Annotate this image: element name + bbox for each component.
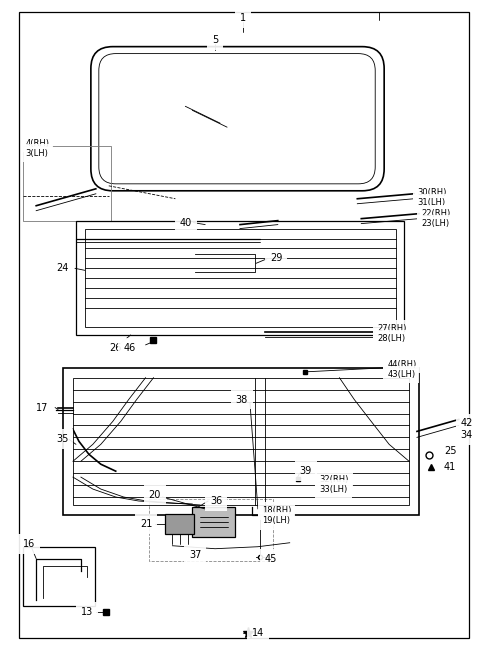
Text: 45: 45: [265, 554, 277, 564]
Text: 18(RH): 18(RH): [262, 506, 291, 516]
Text: 27(RH): 27(RH): [377, 325, 407, 333]
Text: 38: 38: [236, 394, 248, 405]
Bar: [23, 146, 111, 220]
Bar: [73, 378, 409, 505]
Text: 42: 42: [461, 419, 473, 428]
Bar: [148, 499, 273, 561]
Text: 25: 25: [444, 446, 456, 457]
Text: 43(LH): 43(LH): [387, 370, 415, 379]
Polygon shape: [192, 507, 235, 537]
Bar: [76, 220, 404, 335]
Text: 44(RH): 44(RH): [387, 360, 416, 369]
Text: 39: 39: [300, 466, 312, 476]
Text: 36: 36: [210, 496, 222, 506]
Text: 22(RH): 22(RH): [421, 209, 450, 218]
Text: 46: 46: [123, 343, 136, 353]
Text: 40: 40: [180, 218, 192, 228]
Text: 30(RH): 30(RH): [417, 188, 446, 197]
Polygon shape: [166, 514, 194, 534]
Text: 29: 29: [270, 253, 282, 264]
Text: 26: 26: [109, 343, 121, 353]
Text: 3(LH): 3(LH): [25, 148, 48, 157]
Text: 41: 41: [444, 462, 456, 472]
Text: 5: 5: [212, 35, 218, 45]
Text: 24: 24: [56, 263, 69, 274]
Text: 28(LH): 28(LH): [377, 335, 405, 344]
Text: 20: 20: [148, 490, 161, 500]
Text: 23(LH): 23(LH): [421, 219, 449, 228]
Text: 1: 1: [240, 13, 246, 23]
Text: 31(LH): 31(LH): [417, 198, 445, 207]
Text: 17: 17: [36, 403, 48, 413]
Text: 16: 16: [23, 539, 36, 549]
Bar: [63, 368, 419, 515]
Bar: [23, 546, 95, 606]
Bar: [85, 228, 396, 327]
Text: 14: 14: [252, 628, 264, 638]
Text: 13: 13: [81, 607, 93, 617]
Text: 19(LH): 19(LH): [262, 516, 290, 525]
Text: 35: 35: [56, 434, 69, 444]
Text: 32(RH): 32(RH): [320, 475, 349, 483]
Text: 21: 21: [140, 519, 153, 529]
Text: 4(RH): 4(RH): [25, 138, 49, 148]
Text: 33(LH): 33(LH): [320, 485, 348, 493]
Text: 37: 37: [189, 550, 202, 560]
Text: 34: 34: [461, 430, 473, 440]
